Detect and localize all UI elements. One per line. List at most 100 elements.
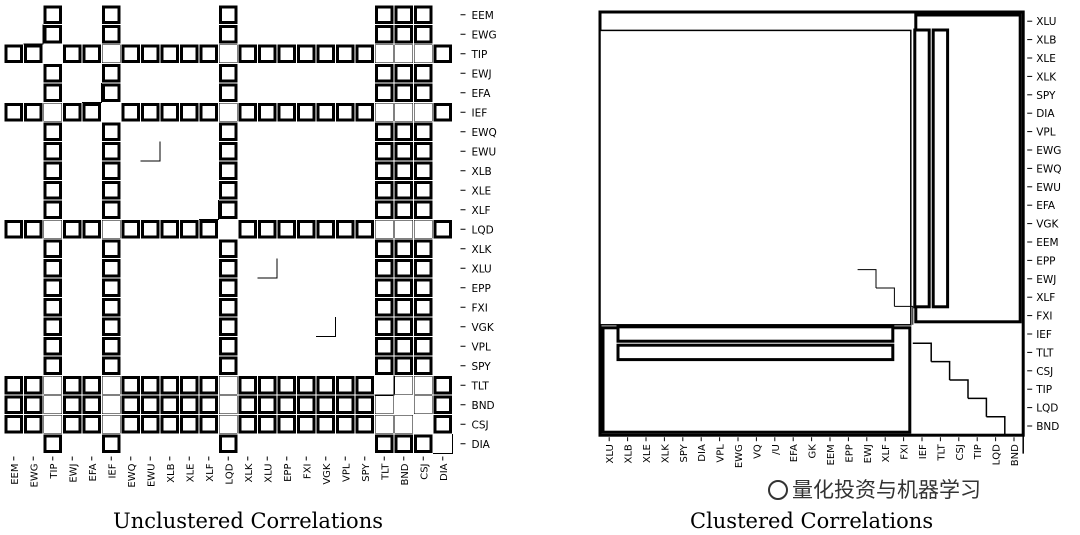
low-corr-cell: [375, 356, 394, 375]
row-label: EEM: [472, 10, 494, 22]
low-corr-cell: [238, 376, 257, 395]
col-label: XLB: [624, 444, 635, 463]
low-corr-cell: [238, 415, 257, 434]
low-corr-cell: [316, 395, 335, 414]
crossing-cell: [44, 376, 62, 394]
col-label: CSJ: [955, 444, 966, 460]
low-corr-cell: [433, 376, 452, 395]
low-corr-cell: [258, 44, 277, 63]
low-corr-cell: [414, 298, 433, 317]
low-corr-cell: [102, 181, 121, 200]
low-corr-cell: [43, 298, 62, 317]
low-corr-cell: [82, 376, 101, 395]
low-corr-cell: [277, 103, 296, 122]
low-corr-cell: [414, 356, 433, 375]
low-corr-cell: [180, 395, 199, 414]
bond-diagonal-step: [986, 416, 1006, 436]
low-corr-cell: [102, 64, 121, 83]
col-label: TLT: [936, 443, 947, 461]
low-corr-cell: [375, 161, 394, 180]
low-corr-cell: [219, 161, 238, 180]
low-corr-cell: [394, 239, 413, 258]
col-label: XLK: [660, 444, 671, 463]
low-corr-cell: [82, 415, 101, 434]
col-label: TLT: [380, 463, 391, 481]
row-label: BND: [472, 400, 495, 412]
low-corr-cell: [375, 25, 394, 44]
low-corr-cell: [43, 317, 62, 336]
row-label: EWQ: [1036, 163, 1061, 175]
col-label: EWG: [29, 464, 40, 488]
low-corr-cell: [43, 181, 62, 200]
low-corr-cell: [355, 103, 374, 122]
low-corr-cell: [394, 181, 413, 200]
low-corr-cell: [43, 5, 62, 24]
row-label: DIA: [1036, 108, 1055, 120]
row-label: TLT: [471, 380, 490, 392]
crossing-cell: [219, 415, 237, 433]
low-corr-cell: [375, 337, 394, 356]
crossing-cell: [219, 376, 237, 394]
low-corr-cell: [355, 376, 374, 395]
low-corr-cell: [141, 103, 160, 122]
col-label: FXI: [302, 464, 313, 480]
crossing-cell: [375, 415, 393, 433]
col-label: EWG: [734, 444, 745, 468]
low-corr-cell: [121, 103, 140, 122]
col-label: EWQ: [127, 463, 138, 487]
low-corr-cell: [121, 395, 140, 414]
crossing-cell: [414, 396, 432, 414]
low-corr-cell: [63, 220, 82, 239]
row-label: CSJ: [472, 419, 489, 431]
low-corr-cell: [199, 220, 218, 239]
col-label: FXI: [900, 444, 911, 460]
row-label: CSJ: [1036, 366, 1053, 378]
row-label: VPL: [1036, 127, 1056, 139]
low-corr-cell: [316, 376, 335, 395]
low-corr-cell: [24, 103, 43, 122]
row-label: FXI: [472, 302, 488, 314]
col-band: [931, 28, 950, 309]
low-corr-cell: [414, 64, 433, 83]
low-corr-cell: [297, 415, 316, 434]
low-corr-cell: [238, 220, 257, 239]
low-corr-cell: [82, 395, 101, 414]
low-corr-cell: [24, 415, 43, 434]
row-label: XLK: [472, 244, 493, 256]
crossing-cell: [395, 376, 413, 394]
low-corr-cell: [43, 259, 62, 278]
low-corr-cell: [43, 142, 62, 161]
watermark: 量化投资与机器学习: [768, 474, 981, 504]
low-corr-cell: [238, 44, 257, 63]
col-label: EWJ: [863, 444, 874, 463]
low-corr-cell: [43, 200, 62, 219]
low-corr-cell: [433, 44, 452, 63]
col-label: /U: [771, 444, 782, 455]
col-label: GK: [808, 444, 819, 459]
low-corr-cell: [414, 434, 433, 453]
row-label: EWU: [1036, 182, 1061, 194]
low-corr-cell: [63, 376, 82, 395]
col-band: [913, 28, 931, 309]
low-corr-cell: [102, 317, 121, 336]
low-corr-cell: [121, 220, 140, 239]
col-label: EWJ: [68, 464, 79, 483]
low-corr-cell: [141, 44, 160, 63]
low-corr-cell: [63, 395, 82, 414]
low-corr-cell: [199, 103, 218, 122]
crossing-cell: [375, 396, 393, 414]
low-corr-cell: [297, 376, 316, 395]
low-corr-cell: [414, 142, 433, 161]
unclustered-heatmap: EEM EWG TIP EWJ EFA IEF EWQ EWU XLB XLE XLF LQD XLK X…: [4, 5, 497, 488]
low-corr-cell: [24, 376, 43, 395]
low-corr-cell: [355, 220, 374, 239]
diagonal-edge: [140, 141, 161, 162]
col-label: DIA: [439, 463, 450, 481]
equity-diagonal-step: [876, 287, 895, 307]
low-corr-cell: [394, 259, 413, 278]
low-corr-cell: [219, 239, 238, 258]
col-label: EFA: [88, 463, 99, 481]
diagonal-edge: [374, 375, 395, 396]
low-corr-cell: [336, 44, 355, 63]
crossing-cell: [414, 103, 432, 121]
